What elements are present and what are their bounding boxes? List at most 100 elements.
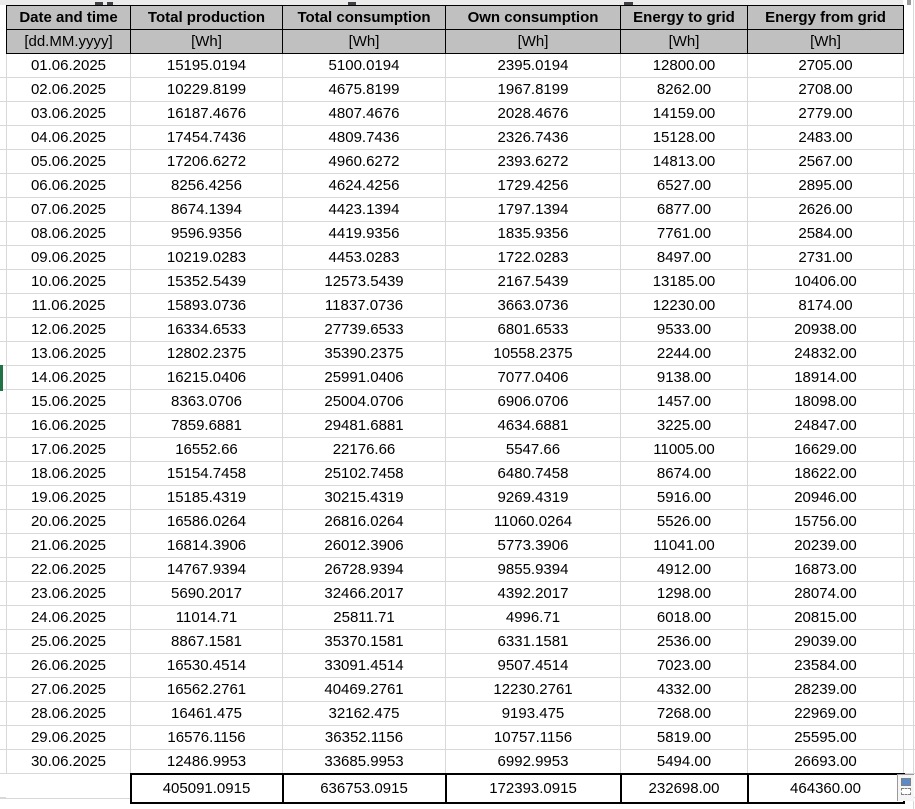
value-cell[interactable]: 12802.2375 [130,341,283,366]
value-cell[interactable]: 9193.475 [445,701,621,726]
value-cell[interactable]: 40469.2761 [282,677,446,702]
value-cell[interactable]: 3225.00 [620,413,748,438]
value-cell[interactable]: 16586.0264 [130,509,283,534]
value-cell[interactable]: 20946.00 [747,485,904,510]
date-cell[interactable]: 09.06.2025 [6,245,131,270]
date-cell[interactable]: 11.06.2025 [6,293,131,318]
value-cell[interactable]: 4675.8199 [282,77,446,102]
column-header-own-consumption[interactable]: Own consumption [445,5,621,30]
value-cell[interactable]: 26816.0264 [282,509,446,534]
value-cell[interactable]: 9855.9394 [445,557,621,582]
value-cell[interactable]: 25811.71 [282,605,446,630]
value-cell[interactable]: 18622.00 [747,461,904,486]
date-cell[interactable]: 21.06.2025 [6,533,131,558]
date-cell[interactable]: 27.06.2025 [6,677,131,702]
value-cell[interactable]: 4423.1394 [282,197,446,222]
value-cell[interactable]: 24847.00 [747,413,904,438]
value-cell[interactable]: 26693.00 [747,749,904,774]
value-cell[interactable]: 11060.0264 [445,509,621,534]
value-cell[interactable]: 10219.0283 [130,245,283,270]
date-cell[interactable]: 16.06.2025 [6,413,131,438]
value-cell[interactable]: 12800.00 [620,53,748,78]
value-cell[interactable]: 7761.00 [620,221,748,246]
value-cell[interactable]: 1835.9356 [445,221,621,246]
value-cell[interactable]: 30215.4319 [282,485,446,510]
date-cell[interactable]: 02.06.2025 [6,77,131,102]
value-cell[interactable]: 23584.00 [747,653,904,678]
value-cell[interactable]: 7023.00 [620,653,748,678]
value-cell[interactable]: 17206.6272 [130,149,283,174]
value-cell[interactable]: 6877.00 [620,197,748,222]
value-cell[interactable]: 9269.4319 [445,485,621,510]
value-cell[interactable]: 12573.5439 [282,269,446,294]
total-consumption-sum-cell[interactable]: 636753.0915 [281,772,447,804]
date-cell[interactable]: 17.06.2025 [6,437,131,462]
own-consumption-sum-cell[interactable]: 172393.0915 [444,772,622,804]
value-cell[interactable]: 9596.9356 [130,221,283,246]
value-cell[interactable]: 2483.00 [747,125,904,150]
value-cell[interactable]: 16576.1156 [130,725,283,750]
value-cell[interactable]: 1298.00 [620,581,748,606]
value-cell[interactable]: 2731.00 [747,245,904,270]
value-cell[interactable]: 11041.00 [620,533,748,558]
value-cell[interactable]: 6992.9953 [445,749,621,774]
column-header-energy-from-grid[interactable]: Energy from grid [747,5,904,30]
value-cell[interactable]: 24832.00 [747,341,904,366]
date-cell[interactable]: 20.06.2025 [6,509,131,534]
value-cell[interactable]: 28239.00 [747,677,904,702]
value-cell[interactable]: 9533.00 [620,317,748,342]
value-cell[interactable]: 20239.00 [747,533,904,558]
value-cell[interactable]: 16562.2761 [130,677,283,702]
value-cell[interactable]: 25102.7458 [282,461,446,486]
date-cell[interactable]: 19.06.2025 [6,485,131,510]
value-cell[interactable]: 11005.00 [620,437,748,462]
value-cell[interactable]: 4912.00 [620,557,748,582]
value-cell[interactable]: 16814.3906 [130,533,283,558]
value-cell[interactable]: 1457.00 [620,389,748,414]
value-cell[interactable]: 8174.00 [747,293,904,318]
value-cell[interactable]: 12230.2761 [445,677,621,702]
value-cell[interactable]: 10229.8199 [130,77,283,102]
value-cell[interactable]: 16187.4676 [130,101,283,126]
value-cell[interactable]: 4634.6881 [445,413,621,438]
value-cell[interactable]: 1797.1394 [445,197,621,222]
value-cell[interactable]: 16552.66 [130,437,283,462]
value-cell[interactable]: 7268.00 [620,701,748,726]
value-cell[interactable]: 4996.71 [445,605,621,630]
value-cell[interactable]: 35390.2375 [282,341,446,366]
date-cell[interactable]: 25.06.2025 [6,629,131,654]
value-cell[interactable]: 8674.00 [620,461,748,486]
value-cell[interactable]: 16334.6533 [130,317,283,342]
date-cell[interactable]: 08.06.2025 [6,221,131,246]
value-cell[interactable]: 32466.2017 [282,581,446,606]
value-cell[interactable]: 3663.0736 [445,293,621,318]
value-cell[interactable]: 4960.6272 [282,149,446,174]
value-cell[interactable]: 33091.4514 [282,653,446,678]
value-cell[interactable]: 25595.00 [747,725,904,750]
value-cell[interactable]: 35370.1581 [282,629,446,654]
unit-cell-energy-from-grid[interactable]: [Wh] [747,29,904,54]
value-cell[interactable]: 6480.7458 [445,461,621,486]
date-cell[interactable]: 15.06.2025 [6,389,131,414]
value-cell[interactable]: 4332.00 [620,677,748,702]
value-cell[interactable]: 16530.4514 [130,653,283,678]
column-header-total-production[interactable]: Total production [130,5,283,30]
column-header-energy-to-grid[interactable]: Energy to grid [620,5,748,30]
value-cell[interactable]: 2536.00 [620,629,748,654]
value-cell[interactable]: 4419.9356 [282,221,446,246]
date-cell[interactable]: 01.06.2025 [6,53,131,78]
value-cell[interactable]: 15195.0194 [130,53,283,78]
value-cell[interactable]: 2567.00 [747,149,904,174]
value-cell[interactable]: 26728.9394 [282,557,446,582]
value-cell[interactable]: 25004.0706 [282,389,446,414]
unit-cell-total-production[interactable]: [Wh] [130,29,283,54]
value-cell[interactable]: 1722.0283 [445,245,621,270]
value-cell[interactable]: 11014.71 [130,605,283,630]
value-cell[interactable]: 10558.2375 [445,341,621,366]
value-cell[interactable]: 9507.4514 [445,653,621,678]
value-cell[interactable]: 6906.0706 [445,389,621,414]
value-cell[interactable]: 8497.00 [620,245,748,270]
value-cell[interactable]: 6018.00 [620,605,748,630]
value-cell[interactable]: 22176.66 [282,437,446,462]
unit-cell-own-consumption[interactable]: [Wh] [445,29,621,54]
